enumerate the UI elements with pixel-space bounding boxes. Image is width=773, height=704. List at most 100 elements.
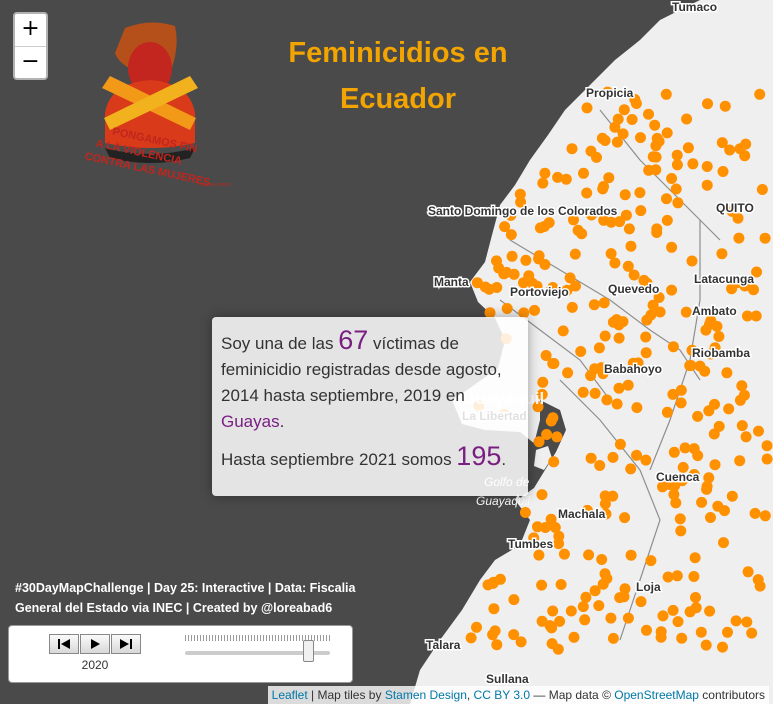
feminicide-point[interactable] xyxy=(704,605,716,617)
feminicide-point[interactable] xyxy=(625,463,637,475)
feminicide-point[interactable] xyxy=(557,325,569,337)
feminicide-point[interactable] xyxy=(597,183,609,195)
feminicide-point[interactable] xyxy=(575,346,587,357)
feminicide-point[interactable] xyxy=(684,606,696,618)
feminicide-point[interactable] xyxy=(539,167,551,179)
feminicide-point[interactable] xyxy=(741,616,753,628)
feminicide-point[interactable] xyxy=(726,490,738,502)
feminicide-point[interactable] xyxy=(570,280,581,292)
feminicide-point[interactable] xyxy=(505,229,517,241)
feminicide-point[interactable] xyxy=(540,350,552,361)
feminicide-point[interactable] xyxy=(722,626,733,638)
feminicide-point[interactable] xyxy=(589,387,601,399)
feminicide-point[interactable] xyxy=(748,284,759,296)
feminicide-point[interactable] xyxy=(553,538,565,550)
feminicide-point[interactable] xyxy=(695,626,707,638)
feminicide-point[interactable] xyxy=(591,151,602,163)
feminicide-point[interactable] xyxy=(672,616,684,628)
feminicide-point[interactable] xyxy=(736,380,748,392)
feminicide-point[interactable] xyxy=(508,268,520,280)
feminicide-point[interactable] xyxy=(634,187,646,199)
feminicide-point[interactable] xyxy=(681,113,693,125)
feminicide-point[interactable] xyxy=(536,388,548,400)
feminicide-point[interactable] xyxy=(568,214,579,226)
feminicide-point[interactable] xyxy=(581,102,593,114)
feminicide-point[interactable] xyxy=(596,132,608,144)
feminicide-point[interactable] xyxy=(577,386,589,398)
feminicide-point[interactable] xyxy=(491,282,503,293)
feminicide-point[interactable] xyxy=(688,469,700,480)
time-slider-handle[interactable] xyxy=(303,640,315,662)
feminicide-point[interactable] xyxy=(700,639,712,651)
feminicide-point[interactable] xyxy=(752,574,764,586)
feminicide-point[interactable] xyxy=(751,266,763,278)
feminicide-point[interactable] xyxy=(618,591,630,603)
feminicide-point[interactable] xyxy=(533,436,545,448)
feminicide-point[interactable] xyxy=(552,171,564,183)
feminicide-point[interactable] xyxy=(585,452,597,464)
feminicide-point[interactable] xyxy=(645,309,657,321)
feminicide-point[interactable] xyxy=(628,269,640,281)
feminicide-point[interactable] xyxy=(682,142,694,154)
skip-back-button[interactable] xyxy=(49,634,79,654)
feminicide-point[interactable] xyxy=(607,451,619,463)
feminicide-point[interactable] xyxy=(736,420,748,432)
feminicide-point[interactable] xyxy=(679,442,691,454)
time-slider[interactable] xyxy=(185,651,330,655)
feminicide-point[interactable] xyxy=(611,136,623,148)
feminicide-point[interactable] xyxy=(649,119,661,131)
feminicide-point[interactable] xyxy=(506,250,518,262)
feminicide-point[interactable] xyxy=(662,571,674,583)
feminicide-point[interactable] xyxy=(532,521,543,533)
feminicide-point[interactable] xyxy=(746,627,758,639)
feminicide-point[interactable] xyxy=(667,388,679,400)
feminicide-point[interactable] xyxy=(599,498,611,510)
feminicide-point[interactable] xyxy=(607,632,619,644)
feminicide-point[interactable] xyxy=(726,205,738,217)
feminicide-point[interactable] xyxy=(653,292,665,303)
feminicide-point[interactable] xyxy=(701,161,713,172)
feminicide-point[interactable] xyxy=(672,197,684,209)
feminicide-point[interactable] xyxy=(671,159,683,171)
feminicide-point[interactable] xyxy=(613,382,625,394)
feminicide-point[interactable] xyxy=(688,443,700,455)
feminicide-point[interactable] xyxy=(674,513,686,525)
feminicide-point[interactable] xyxy=(696,496,708,508)
play-button[interactable] xyxy=(80,634,110,654)
feminicide-point[interactable] xyxy=(623,223,635,235)
feminicide-point[interactable] xyxy=(569,248,581,260)
feminicide-point[interactable] xyxy=(686,255,698,267)
feminicide-point[interactable] xyxy=(533,549,545,561)
feminicide-point[interactable] xyxy=(734,394,746,406)
feminicide-point[interactable] xyxy=(562,367,574,379)
feminicide-point[interactable] xyxy=(705,512,716,523)
feminicide-point[interactable] xyxy=(505,209,517,221)
feminicide-point[interactable] xyxy=(654,306,666,318)
feminicide-point[interactable] xyxy=(647,299,659,311)
feminicide-point[interactable] xyxy=(718,537,729,549)
feminicide-point[interactable] xyxy=(583,549,595,561)
feminicide-point[interactable] xyxy=(588,299,600,311)
feminicide-point[interactable] xyxy=(734,455,746,467)
feminicide-point[interactable] xyxy=(719,505,730,517)
feminicide-point[interactable] xyxy=(754,88,766,100)
feminicide-point[interactable] xyxy=(565,605,577,617)
feminicide-point[interactable] xyxy=(724,144,736,156)
zoom-out-button[interactable]: − xyxy=(15,46,46,78)
feminicide-point[interactable] xyxy=(711,320,723,332)
feminicide-point[interactable] xyxy=(484,307,496,319)
feminicide-point[interactable] xyxy=(514,188,526,200)
feminicide-point[interactable] xyxy=(576,228,588,240)
feminicide-point[interactable] xyxy=(622,612,634,624)
feminicide-point[interactable] xyxy=(661,127,673,139)
feminicide-point[interactable] xyxy=(742,566,754,578)
feminicide-point[interactable] xyxy=(688,571,700,582)
feminicide-point[interactable] xyxy=(619,189,631,201)
feminicide-point[interactable] xyxy=(622,379,634,391)
feminicide-point[interactable] xyxy=(713,331,725,342)
feminicide-point[interactable] xyxy=(581,504,593,516)
feminicide-point[interactable] xyxy=(733,232,745,244)
feminicide-point[interactable] xyxy=(666,284,678,296)
feminicide-point[interactable] xyxy=(657,481,668,493)
